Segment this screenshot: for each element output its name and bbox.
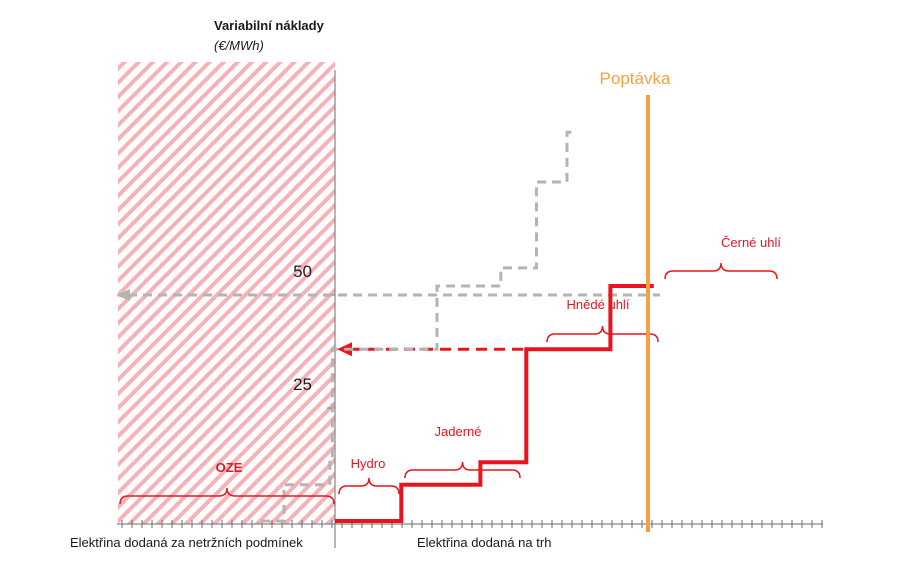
- series-layer: [261, 130, 654, 523]
- x-section-label-market: Elektřina dodaná na trh: [417, 535, 551, 550]
- non-market-hatched-area: [118, 62, 335, 524]
- bracket-nuclear: [404, 461, 521, 479]
- y-tick-label-25: 25: [293, 375, 312, 394]
- brackets: [119, 262, 778, 505]
- bracket-lignite: [546, 325, 659, 343]
- group-label-nuclear: Jaderné: [435, 424, 482, 439]
- chart-unit: (€/MWh): [214, 38, 264, 53]
- group-label-hydro: Hydro: [351, 456, 386, 471]
- y-tick-label-50: 50: [293, 262, 312, 281]
- demand-label: Poptávka: [600, 69, 671, 88]
- group-label-oze: OZE: [216, 460, 243, 475]
- bracket-oze: [119, 487, 335, 505]
- price-50-arrowhead: [116, 289, 130, 301]
- bracket-hydro: [338, 477, 400, 495]
- reference-supply-curve: [261, 130, 573, 523]
- bracket-hard-coal: [664, 262, 778, 280]
- group-label-lignite: Hnědé uhlí: [567, 297, 630, 312]
- chart-title: Variabilní náklady: [214, 18, 325, 33]
- group-label-hard-coal: Černé uhlí: [721, 235, 781, 250]
- x-section-label-non-market: Elektřina dodaná za netržních podmínek: [70, 535, 303, 550]
- supply-curve: [335, 284, 654, 523]
